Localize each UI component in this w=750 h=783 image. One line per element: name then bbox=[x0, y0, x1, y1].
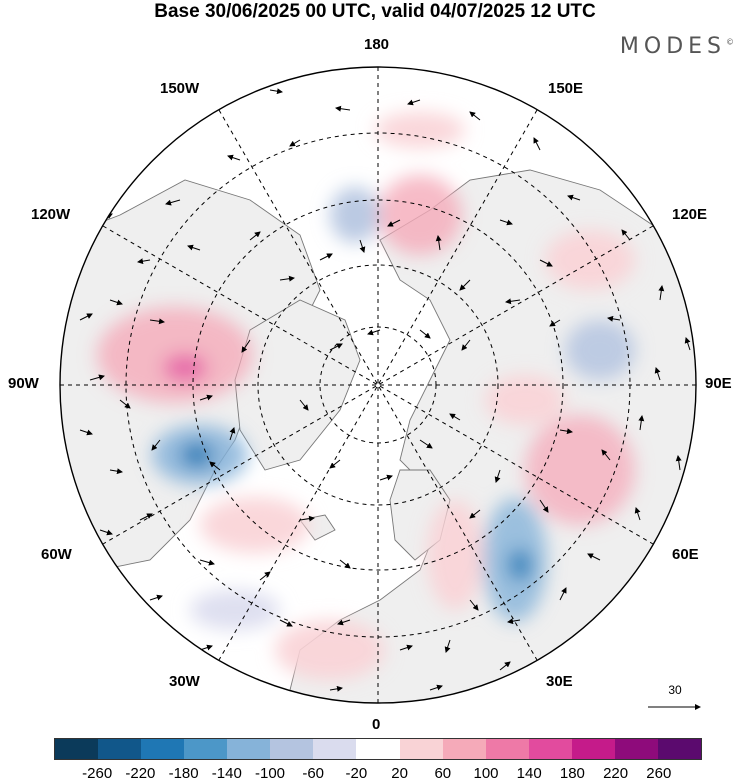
reference-vector-label: 30 bbox=[668, 683, 682, 697]
positive-anomaly-eastsib bbox=[378, 175, 462, 255]
colorbar-swatch bbox=[313, 739, 357, 759]
label-60e: 60E bbox=[672, 546, 699, 563]
label-120w: 120W bbox=[31, 206, 71, 223]
positive-anomaly-atlantic bbox=[200, 497, 310, 553]
colorbar-tick-label: -140 bbox=[211, 765, 242, 782]
brand-text: MODES bbox=[619, 34, 726, 59]
colorbar-swatch bbox=[55, 739, 99, 759]
label-0: 0 bbox=[372, 716, 381, 733]
colorbar-ticks: -260 -220 -180 -140 -100 -60 -20 20 60 100 140 180 2… bbox=[0, 765, 750, 783]
colorbar-swatch bbox=[141, 739, 185, 759]
colorbar-tick-label: 20 bbox=[391, 765, 408, 782]
colorbar bbox=[54, 738, 702, 760]
label-150e: 150E bbox=[548, 80, 584, 97]
colorbar-swatch bbox=[657, 739, 701, 759]
colorbar-tick-label: 220 bbox=[603, 765, 629, 782]
colorbar-tick-label: -260 bbox=[82, 765, 113, 782]
label-90w: 90W bbox=[8, 375, 39, 392]
colorbar-tick-label: -100 bbox=[254, 765, 286, 782]
latitude-circle-60 bbox=[192, 199, 564, 571]
positive-anomaly-siberia bbox=[525, 415, 635, 525]
positive-anomaly-canada bbox=[97, 307, 253, 403]
landmasses bbox=[60, 169, 696, 703]
graticule bbox=[60, 67, 696, 703]
label-30w: 30W bbox=[169, 673, 200, 690]
copyright-mark: © bbox=[726, 37, 734, 47]
label-120e: 120E bbox=[672, 206, 708, 223]
negative-anomaly-hudson-core bbox=[181, 443, 213, 467]
colorbar-tick-label: -60 bbox=[302, 765, 325, 782]
label-60w: 60W bbox=[41, 546, 72, 563]
negative-anomaly-bering bbox=[330, 187, 380, 243]
modes-logo: MODES© bbox=[620, 34, 734, 59]
positive-anomaly-pacific bbox=[375, 112, 465, 148]
colorbar-swatch bbox=[227, 739, 271, 759]
negative-anomaly-russia-core bbox=[508, 549, 532, 581]
positive-anomaly-asia-ne bbox=[545, 230, 635, 290]
map-title: Base 30/06/2025 00 UTC, valid 04/07/2025… bbox=[154, 1, 596, 22]
map-boundary bbox=[59, 66, 697, 704]
colorbar-swatch bbox=[399, 739, 443, 759]
colorbar-swatch bbox=[442, 739, 486, 759]
label-180: 180 bbox=[364, 36, 390, 53]
colorbar-swatch bbox=[98, 739, 142, 759]
negative-anomaly-westsib bbox=[565, 320, 635, 380]
colorbar-swatch bbox=[528, 739, 572, 759]
colorbar-tick-label: -220 bbox=[125, 765, 156, 782]
colorbar-swatch bbox=[184, 739, 228, 759]
colorbar-tick-label: 260 bbox=[646, 765, 672, 782]
colorbar-tick-label: 60 bbox=[434, 765, 452, 782]
positive-anomaly-canada-core bbox=[163, 354, 207, 382]
negative-anomaly-midatl bbox=[190, 590, 280, 630]
colorbar-swatch bbox=[356, 739, 400, 759]
positive-anomaly-norway bbox=[427, 500, 483, 610]
colorbar-swatch bbox=[270, 739, 314, 759]
colorbar-tick-label: 100 bbox=[473, 765, 499, 782]
colorbar-tick-label: 140 bbox=[516, 765, 542, 782]
land-greenland bbox=[234, 299, 361, 471]
anomaly-shading bbox=[97, 112, 635, 680]
label-90e: 90E bbox=[705, 375, 732, 392]
positive-anomaly-subtropic-atl bbox=[275, 620, 385, 680]
colorbar-tick-label: -180 bbox=[168, 765, 199, 782]
colorbar-swatch bbox=[485, 739, 529, 759]
colorbar-tick-label: -20 bbox=[345, 765, 368, 782]
label-30e: 30E bbox=[546, 673, 573, 690]
colorbar-swatch bbox=[614, 739, 658, 759]
colorbar-swatch bbox=[571, 739, 615, 759]
label-150w: 150W bbox=[160, 80, 200, 97]
latitude-circle-70 bbox=[257, 264, 499, 506]
positive-anomaly-europe-east bbox=[485, 375, 565, 425]
colorbar-tick-label: 180 bbox=[559, 765, 585, 782]
